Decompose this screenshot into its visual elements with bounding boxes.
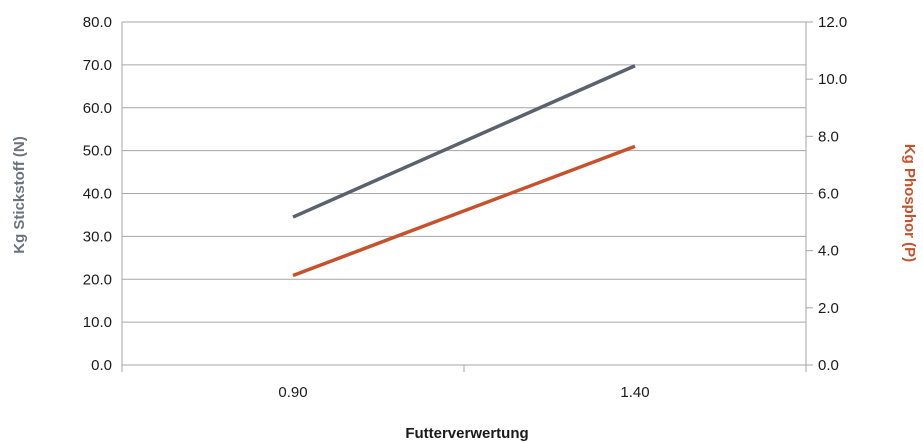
- y-left-tick-label: 30.0: [83, 228, 112, 245]
- y-right-tick-label: 10.0: [818, 71, 847, 88]
- x-tick-label: 0.90: [278, 384, 307, 401]
- x-axis-title: Futterverwertung: [405, 425, 528, 442]
- y-right-tick-label: 4.0: [818, 243, 839, 260]
- y-right-tick-label: 8.0: [818, 128, 839, 145]
- y-axis-left-title: Kg Stickstoff (N): [11, 136, 28, 254]
- y-left-tick-label: 40.0: [83, 186, 112, 203]
- y-left-tick-label: 50.0: [83, 143, 112, 160]
- y-left-tick-label: 80.0: [83, 14, 112, 31]
- series-lines: [292, 64, 636, 278]
- y-left-tick-label: 10.0: [83, 314, 112, 331]
- y-axis-right-title: Kg Phosphor (P): [901, 144, 918, 262]
- tick-labels: 0.0 10.0 20.0 30.0 40.0 50.0 60.0 70.0 80.0 0.0 2.…: [83, 14, 847, 401]
- y-left-tick-label: 60.0: [83, 100, 112, 117]
- y-right-tick-label: 6.0: [818, 186, 839, 203]
- series-line-2: [292, 144, 636, 278]
- series-line-1: [292, 64, 636, 219]
- x-tick-label: 1.40: [620, 384, 649, 401]
- y-right-tick-label: 2.0: [818, 300, 839, 317]
- gridlines: [121, 21, 813, 372]
- y-left-tick-label: 0.0: [91, 357, 112, 374]
- y-left-tick-label: 20.0: [83, 271, 112, 288]
- y-right-tick-label: 0.0: [818, 357, 839, 374]
- y-left-tick-label: 70.0: [83, 57, 112, 74]
- y-right-tick-label: 12.0: [818, 14, 847, 31]
